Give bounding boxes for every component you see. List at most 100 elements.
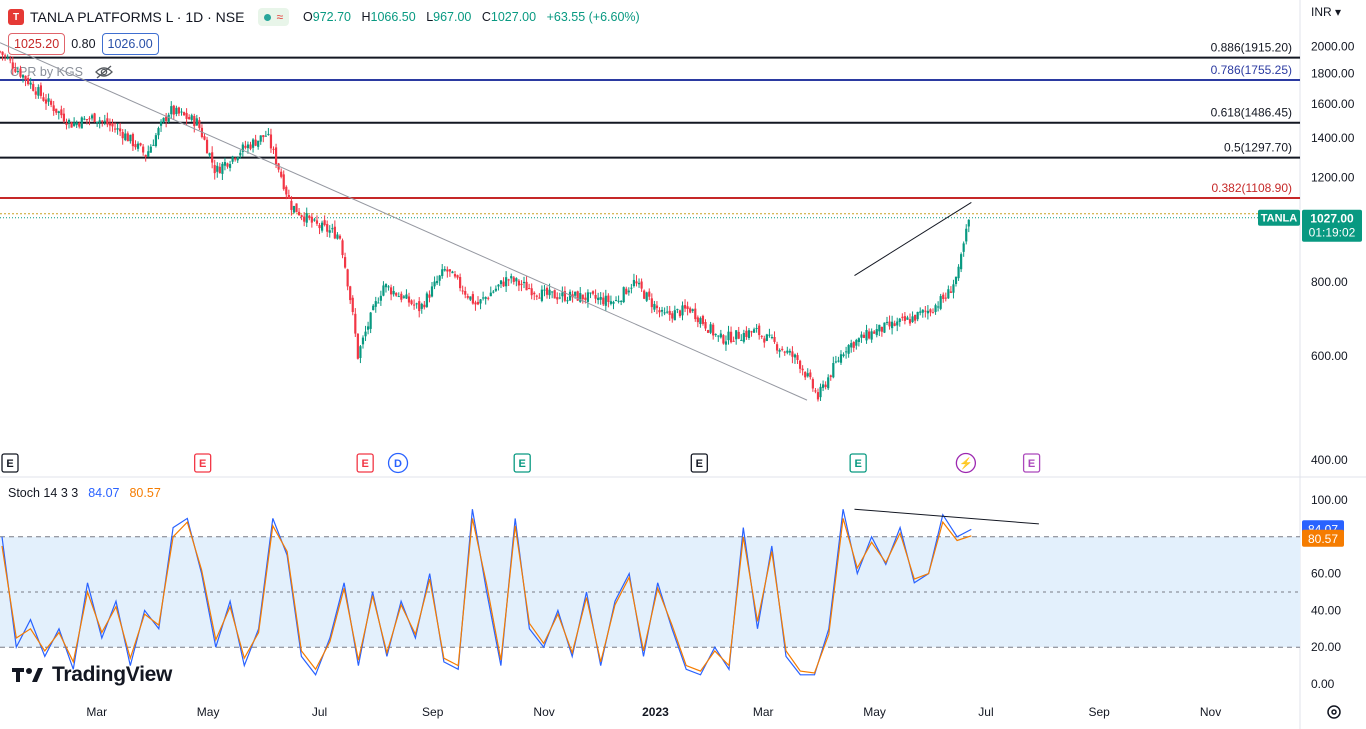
candle-body [78, 123, 81, 127]
event-markers[interactable]: E E E D E E E ⚡ E [1, 452, 1041, 474]
tradingview-logo[interactable]: TradingView [12, 663, 172, 687]
price-tick-label: 1600.00 [1311, 97, 1355, 111]
candle-body [423, 304, 426, 308]
event-marker[interactable] [1022, 453, 1041, 473]
candle-body [484, 297, 487, 299]
time-tick-label: Mar [753, 705, 774, 719]
candle-body [643, 290, 646, 299]
event-marker[interactable] [387, 452, 409, 474]
event-marker[interactable] [513, 453, 531, 473]
candle-body [860, 334, 863, 338]
candle-body [142, 146, 145, 153]
candle-body [259, 135, 262, 142]
candle-body [272, 148, 275, 150]
trendline[interactable] [0, 42, 808, 401]
candle-body [663, 312, 666, 314]
stoch-tick-label: 60.00 [1311, 567, 1341, 581]
stoch-series-d [1, 518, 972, 674]
candle-body [80, 117, 83, 129]
candle-body [773, 336, 776, 342]
event-marker[interactable] [955, 452, 977, 474]
candle-body [742, 332, 745, 342]
candle-body [579, 293, 582, 302]
candle-body [901, 316, 904, 318]
event-marker[interactable] [690, 453, 708, 473]
candle-body [793, 354, 797, 358]
candle-body [474, 302, 477, 305]
candle-body [658, 310, 661, 313]
candle-body [908, 319, 912, 324]
ask-box[interactable]: 1026.00 [101, 33, 159, 55]
candle-body [645, 292, 648, 301]
candle-body [264, 135, 267, 137]
candle-body [236, 157, 239, 161]
candle-body [443, 269, 446, 271]
candle-body [27, 78, 30, 85]
candle-body [650, 298, 653, 308]
candle-body [459, 277, 462, 289]
event-marker[interactable] [1, 453, 19, 473]
candle-body [701, 315, 705, 324]
candle-body [788, 350, 791, 353]
candle-body [796, 355, 799, 360]
candle-body [489, 292, 492, 297]
candle-body [333, 226, 336, 239]
symbol-title[interactable]: TANLA PLATFORMS L · 1D · NSE [30, 9, 245, 25]
eye-hidden-icon[interactable] [95, 65, 113, 79]
settings-gear-icon[interactable] [1327, 705, 1341, 719]
tradingview-mark-icon [12, 668, 43, 682]
price-tick-label: 1400.00 [1311, 131, 1355, 145]
price-tick-label: 800.00 [1311, 275, 1348, 289]
candle-body [39, 85, 42, 96]
candle-body [814, 390, 817, 392]
candle-body [640, 281, 643, 289]
stoch-tick-label: 100.00 [1311, 493, 1348, 507]
candle-body [931, 312, 935, 314]
candle-body [216, 165, 219, 172]
ohlc-values: O972.70 H1066.50 L967.00 C1027.00 +63.55… [303, 10, 647, 24]
candle-body [83, 118, 86, 120]
candle-body [129, 134, 132, 142]
candle-body [57, 111, 60, 114]
candle-body [911, 316, 914, 322]
candle-body [551, 291, 554, 293]
candle-body [182, 112, 186, 116]
event-marker[interactable] [849, 453, 867, 473]
divergence-line[interactable] [854, 508, 1039, 525]
candle-body [648, 291, 651, 297]
candle-body [425, 293, 428, 307]
drawings[interactable] [0, 42, 972, 401]
candle-body [139, 143, 142, 146]
candle-body [770, 337, 774, 339]
event-marker[interactable] [356, 453, 374, 473]
candle-body [67, 119, 71, 124]
candle-body [170, 106, 173, 115]
candle-body [781, 348, 784, 350]
candle-body [198, 120, 201, 128]
candle-body [758, 325, 761, 336]
candle-body [0, 51, 2, 53]
candle-body [116, 128, 119, 130]
candle-body [159, 121, 163, 126]
currency-selector[interactable]: INR ▾ [1311, 5, 1342, 19]
event-marker[interactable] [194, 453, 212, 473]
fib-level-label: 0.618(1486.45) [1211, 106, 1292, 120]
candle-body [85, 119, 89, 121]
candle-body [308, 215, 311, 219]
rising-line[interactable] [854, 202, 972, 276]
candle-body [525, 281, 528, 291]
fib-levels: 0.886(1915.20) 0.786(1755.25) 0.618(1486.4… [0, 41, 1300, 219]
candle-body [134, 144, 137, 148]
candle-body [589, 292, 592, 294]
spread-value: 0.80 [71, 37, 96, 51]
market-status-badge[interactable]: ≈ [258, 8, 290, 26]
symbol-logo-icon[interactable]: T [8, 9, 24, 25]
candle-body [343, 257, 347, 268]
stoch-legend[interactable]: Stoch 14 3 3 84.07 80.57 [8, 486, 161, 500]
candle-body [254, 139, 257, 146]
bid-box[interactable]: 1025.20 [8, 33, 66, 55]
candle-body [763, 338, 766, 343]
candle-body [185, 112, 188, 119]
candle-body [292, 205, 296, 213]
